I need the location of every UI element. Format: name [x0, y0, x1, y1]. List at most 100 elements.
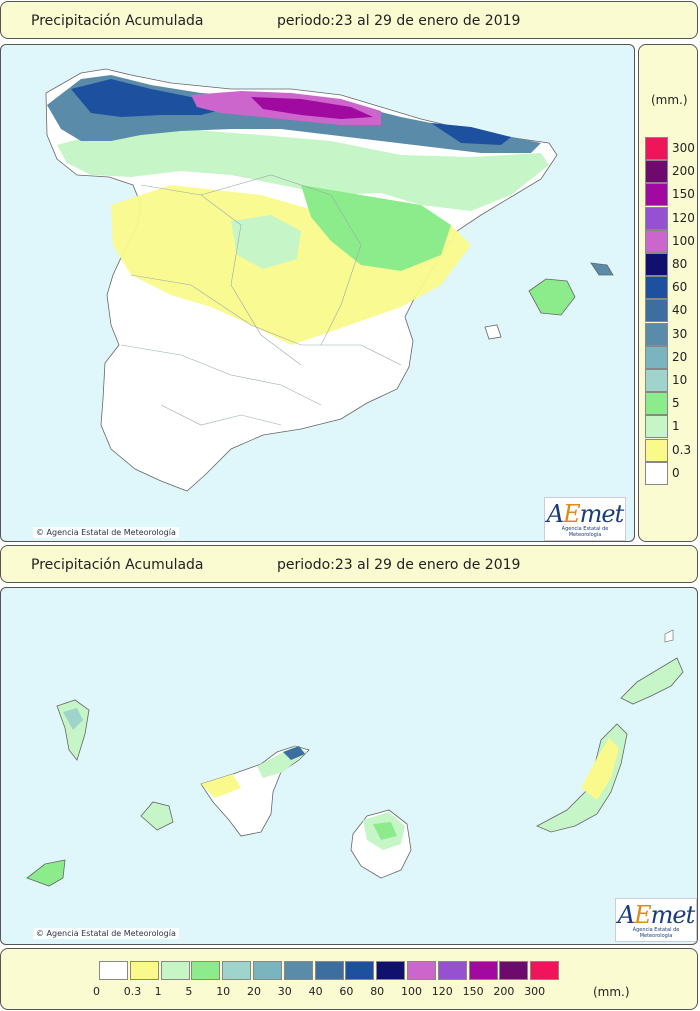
legend-label: 1: [672, 419, 680, 434]
rain-zone-extreme-core: [251, 97, 373, 119]
legend-label: 80: [672, 257, 688, 271]
map-title: Precipitación Acumulada: [31, 557, 204, 573]
logo-wordmark: AEmet: [616, 901, 696, 929]
legend-swatch: [129, 961, 159, 980]
legend-swatch: [645, 322, 668, 346]
peninsula-map[interactable]: © Agencia Estatal de Meteorología AEmet …: [0, 44, 635, 542]
legend-swatch: [645, 415, 668, 439]
legend-label: 1: [154, 985, 162, 998]
rain-zone-green-east: [301, 185, 451, 271]
copyright-notice: © Agencia Estatal de Meteorología: [33, 928, 179, 939]
legend-swatch: [645, 160, 668, 184]
lanzarote: [620, 657, 684, 705]
period-label: periodo:23 al 29 de enero de 2019: [277, 557, 521, 573]
legend-label: 20: [247, 985, 261, 998]
ibiza: [484, 324, 502, 340]
rain-zone-very-heavy: [71, 79, 241, 117]
logo-letter-e: E: [634, 901, 652, 929]
legend-label: 200: [672, 164, 695, 179]
legend-label: 60: [339, 985, 354, 998]
legend-swatch: [99, 961, 128, 980]
copyright-text: Agencia Estatal de Meteorología: [46, 929, 176, 938]
legend-swatch: [645, 392, 668, 416]
legend-unit: (mm.): [593, 985, 630, 999]
legend-label: 10: [672, 373, 688, 387]
legend-swatch: [376, 961, 406, 980]
legend-swatch: [407, 961, 436, 980]
copyright-text: Agencia Estatal de Meteorología: [46, 528, 176, 537]
legend-swatch: [437, 961, 467, 980]
aemet-logo: AEmet Agencia Estatal de Meteorología: [615, 898, 697, 942]
legend-swatch: [160, 961, 190, 980]
horizontal-legend: 0 0.3 1 5 10 20 30 40 60 80 100 120 150 200 300 (mm.): [0, 948, 698, 1010]
period-label: periodo:23 al 29 de enero de 2019: [277, 13, 521, 29]
legend-label: 40: [672, 303, 688, 318]
legend-swatch: [222, 961, 252, 980]
legend-swatch: [645, 137, 668, 160]
legend-swatch: [645, 345, 668, 369]
legend-label: 80: [370, 985, 385, 998]
map-title: Precipitación Acumulada: [31, 13, 204, 29]
top-header: Precipitación Acumulada periodo:23 al 29…: [0, 1, 698, 39]
legend-label: 30: [277, 985, 292, 998]
canarias-header: Precipitación Acumulada periodo:23 al 29…: [0, 545, 698, 583]
legend-swatch: [283, 961, 313, 980]
legend-swatch: [645, 369, 668, 392]
canarias-map[interactable]: © Agencia Estatal de Meteorología AEmet …: [0, 587, 698, 945]
mallorca: [528, 278, 576, 316]
legend-swatch: [468, 961, 498, 980]
legend-label: 0.3: [123, 985, 142, 998]
legend-label: 120: [672, 210, 695, 225]
legend-swatch: [645, 253, 668, 276]
legend-swatch: [645, 438, 668, 462]
copyright-notice: © Agencia Estatal de Meteorología: [33, 527, 179, 538]
el-hierro: [26, 859, 66, 887]
vertical-legend: (mm.) 300 200 150 120 100 80 60 40 30 20 10 5 1 0.3 0: [638, 44, 698, 542]
legend-label: 150: [672, 187, 695, 202]
logo-letter-a: A: [617, 901, 635, 929]
logo-letter-e: E: [563, 500, 581, 528]
la-gomera: [140, 801, 174, 831]
fuerteventura: [536, 723, 628, 833]
legend-swatch: [645, 229, 668, 253]
canarias-map-canvas: [26, 629, 684, 887]
legend-swatch: [645, 461, 668, 485]
legend-swatch: [645, 183, 668, 207]
logo-subtitle: Agencia Estatal de Meteorología: [632, 927, 680, 939]
legend-label: 120: [431, 985, 453, 998]
rain-zone-green-center: [231, 215, 301, 269]
rain-zone-very-heavy-east: [431, 123, 511, 145]
legend-swatch: [314, 961, 344, 980]
legend-label: 0.3: [672, 442, 692, 457]
province-boundaries: [120, 174, 402, 426]
legend-label: 200: [493, 985, 515, 998]
logo-subtitle: Agencia Estatal de Meteorología: [561, 526, 609, 538]
legend-label: 5: [672, 396, 680, 411]
rain-zone-light-green: [57, 129, 549, 211]
legend-unit: (mm.): [651, 93, 688, 107]
legend-label: 300: [524, 985, 546, 998]
la-graciosa: [664, 629, 674, 643]
legend-label: 100: [672, 233, 695, 248]
legend-swatch: [345, 961, 375, 980]
legend-label: 0: [672, 465, 680, 480]
legend-swatch: [530, 961, 560, 980]
logo-wordmark: AEmet: [545, 500, 625, 528]
legend-label: 150: [462, 985, 484, 998]
legend-label: 300: [672, 141, 695, 155]
legend-label: 10: [216, 985, 231, 998]
legend-label: 20: [672, 349, 688, 364]
legend-swatch: [191, 961, 221, 980]
peninsula-map-canvas: [45, 68, 614, 492]
legend-swatch: [499, 961, 529, 980]
legend-label: 5: [185, 985, 193, 998]
aemet-logo: AEmet Agencia Estatal de Meteorología: [544, 497, 626, 541]
legend-label: 40: [308, 985, 323, 998]
legend-swatch: [645, 276, 668, 300]
legend-label: 100: [401, 985, 422, 998]
legend-label: 0: [93, 985, 100, 998]
legend-label: 60: [672, 280, 688, 295]
legend-label: 30: [672, 326, 688, 341]
logo-letters-met: met: [650, 901, 696, 929]
menorca: [590, 262, 614, 276]
